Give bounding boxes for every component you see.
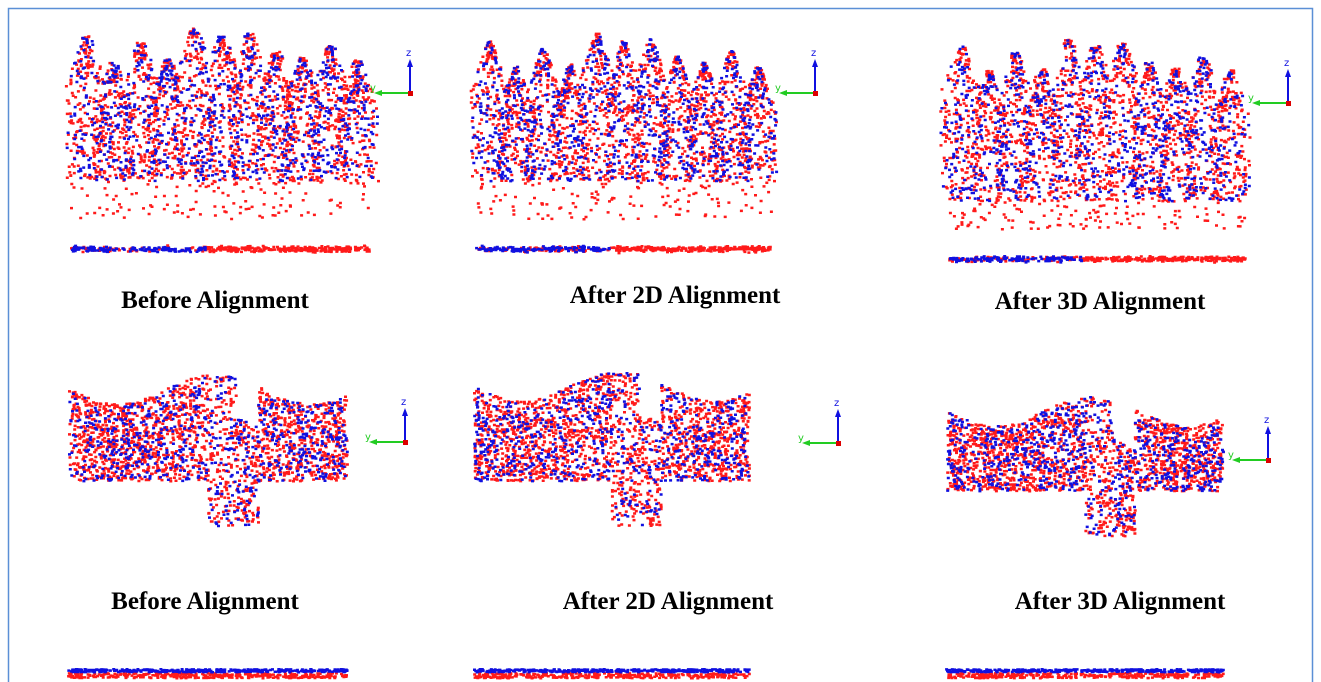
- triad-label-y: y: [775, 83, 781, 94]
- x-axis: [1286, 101, 1291, 106]
- triad-label-y: y: [798, 433, 804, 444]
- caption: Before Alignment: [111, 588, 299, 615]
- triad-label-y: y: [365, 432, 371, 443]
- triad-label-z: z: [834, 398, 839, 409]
- figure: z y z y z y z y z y z y Before Alignment After 2D Al…: [0, 0, 1321, 682]
- page: z y z y z y z y z y z y Before Alignment After 2D Al…: [0, 0, 1321, 682]
- caption: After 2D Alignment: [563, 588, 774, 615]
- x-axis: [836, 441, 841, 446]
- triad-label-y: y: [1228, 450, 1234, 461]
- x-axis: [403, 440, 408, 445]
- triad-label-z: z: [1264, 415, 1269, 426]
- caption: After 3D Alignment: [1015, 588, 1226, 615]
- x-axis: [408, 91, 413, 96]
- triad-label-z: z: [406, 48, 411, 59]
- caption: Before Alignment: [121, 287, 309, 314]
- caption: After 3D Alignment: [995, 288, 1206, 315]
- x-axis: [1266, 458, 1271, 463]
- triad-label-z: z: [1284, 58, 1289, 69]
- x-axis: [813, 91, 818, 96]
- triad-label-z: z: [401, 397, 406, 408]
- triad-label-y: y: [1248, 93, 1254, 104]
- caption: After 2D Alignment: [570, 282, 781, 309]
- triad-label-z: z: [811, 48, 816, 59]
- triad-label-y: y: [370, 83, 376, 94]
